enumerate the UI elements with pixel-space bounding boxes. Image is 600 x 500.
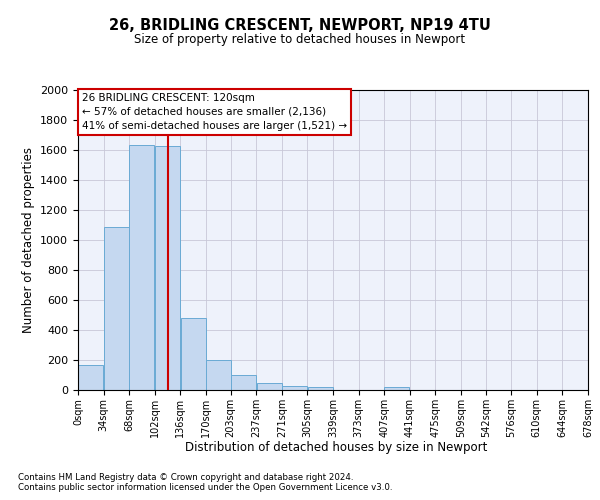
- Bar: [257, 383, 281, 390]
- Y-axis label: Number of detached properties: Number of detached properties: [22, 147, 35, 333]
- Bar: [282, 386, 307, 390]
- Text: 26 BRIDLING CRESCENT: 120sqm
← 57% of detached houses are smaller (2,136)
41% of: 26 BRIDLING CRESCENT: 120sqm ← 57% of de…: [82, 93, 347, 131]
- Bar: [231, 375, 256, 390]
- Bar: [104, 227, 129, 390]
- Text: Distribution of detached houses by size in Newport: Distribution of detached houses by size …: [185, 441, 487, 454]
- Bar: [78, 365, 103, 390]
- Bar: [385, 387, 409, 390]
- Text: Contains HM Land Registry data © Crown copyright and database right 2024.: Contains HM Land Registry data © Crown c…: [18, 472, 353, 482]
- Text: Size of property relative to detached houses in Newport: Size of property relative to detached ho…: [134, 32, 466, 46]
- Bar: [155, 146, 180, 390]
- Bar: [206, 360, 231, 390]
- Bar: [308, 387, 333, 390]
- Bar: [181, 318, 206, 390]
- Bar: [130, 145, 154, 390]
- Text: 26, BRIDLING CRESCENT, NEWPORT, NP19 4TU: 26, BRIDLING CRESCENT, NEWPORT, NP19 4TU: [109, 18, 491, 32]
- Text: Contains public sector information licensed under the Open Government Licence v3: Contains public sector information licen…: [18, 484, 392, 492]
